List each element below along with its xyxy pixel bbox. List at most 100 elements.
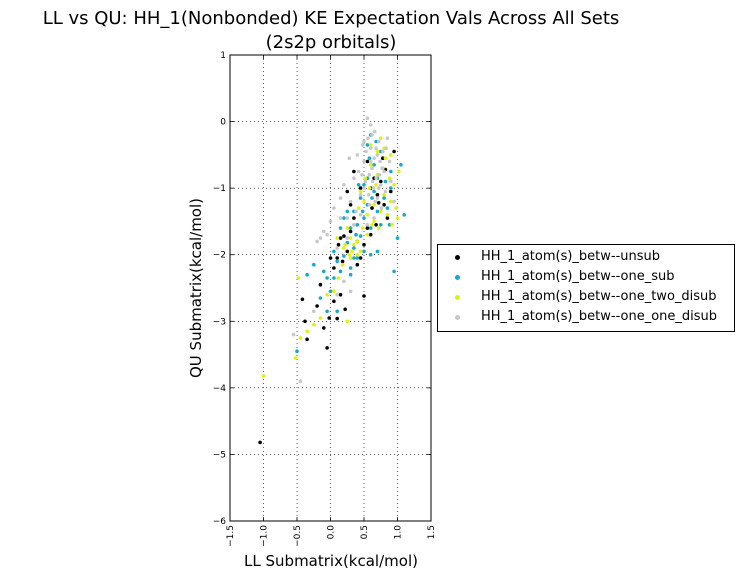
data-point-series-4 — [318, 236, 323, 240]
data-point-series-4 — [328, 219, 333, 224]
data-point-series-2 — [355, 223, 360, 227]
y-tick-label: −1 — [213, 184, 226, 194]
data-point-series-2 — [355, 256, 360, 260]
data-point-series-1 — [343, 307, 348, 312]
data-point-series-4 — [356, 169, 361, 174]
data-point-series-4 — [373, 199, 378, 204]
data-point-series-4 — [375, 153, 380, 157]
data-point-series-1 — [332, 266, 336, 270]
data-point-series-3 — [385, 213, 390, 217]
data-point-series-2 — [368, 226, 373, 230]
data-point-series-4 — [332, 206, 336, 210]
data-point-series-4 — [377, 173, 382, 177]
data-point-series-2 — [332, 276, 336, 280]
data-point-series-1 — [375, 193, 380, 197]
data-point-series-2 — [332, 249, 336, 254]
data-point-series-4 — [374, 146, 378, 150]
data-point-series-3 — [395, 216, 400, 220]
data-point-series-3 — [383, 156, 388, 160]
data-point-series-4 — [376, 186, 381, 190]
data-point-series-3 — [261, 374, 266, 378]
data-point-series-2 — [382, 196, 386, 200]
data-point-series-4 — [365, 116, 370, 120]
data-point-series-4 — [342, 183, 346, 187]
data-point-series-4 — [378, 159, 382, 164]
x-tick-label: −0.5 — [293, 525, 303, 547]
data-point-series-3 — [348, 256, 353, 260]
data-point-series-2 — [358, 234, 363, 238]
data-point-series-2 — [325, 309, 329, 314]
data-point-series-1 — [332, 299, 336, 304]
data-point-series-3 — [382, 193, 386, 197]
data-point-series-2 — [354, 232, 358, 237]
data-point-series-4 — [379, 206, 384, 210]
data-point-series-4 — [374, 176, 378, 180]
data-point-series-2 — [328, 289, 333, 294]
data-point-series-3 — [379, 209, 383, 214]
data-point-series-3 — [332, 289, 336, 294]
data-point-series-2 — [352, 256, 356, 260]
data-point-series-4 — [360, 143, 365, 147]
data-point-series-2 — [367, 156, 372, 160]
y-tick-label: 1 — [220, 51, 226, 61]
data-point-series-4 — [298, 379, 303, 384]
data-point-series-4 — [375, 196, 380, 200]
data-point-series-3 — [312, 322, 316, 327]
data-point-series-1 — [365, 226, 370, 230]
data-point-series-1 — [338, 236, 343, 240]
chart-legend: HH_1_atom(s)_betw--unsub HH_1_atom(s)_bet… — [437, 244, 735, 332]
data-point-series-3 — [305, 329, 309, 334]
legend-marker — [455, 315, 460, 320]
data-point-series-3 — [345, 226, 350, 230]
legend-marker — [455, 255, 460, 260]
data-point-series-1 — [365, 159, 370, 164]
data-point-series-2 — [312, 262, 316, 267]
data-point-series-1 — [392, 149, 396, 154]
x-axis-label: LL Submatrix(kcal/mol) — [244, 552, 418, 570]
data-point-series-3 — [362, 199, 366, 204]
data-point-series-2 — [348, 266, 353, 270]
data-point-series-1 — [348, 229, 353, 234]
data-point-series-4 — [364, 149, 368, 154]
data-point-series-1 — [355, 262, 360, 267]
data-point-series-3 — [343, 242, 348, 247]
data-point-series-1 — [335, 256, 340, 260]
data-point-series-3 — [340, 262, 345, 267]
data-point-series-3 — [365, 213, 370, 217]
y-axis-label: QU Submatrix(kcal/mol) — [187, 197, 205, 379]
data-point-series-3 — [356, 206, 361, 210]
legend-label: HH_1_atom(s)_betw--one_two_disub — [481, 289, 717, 304]
data-point-series-3 — [345, 319, 350, 324]
data-point-series-2 — [295, 349, 299, 354]
data-point-series-2 — [385, 206, 390, 210]
data-point-series-3 — [358, 189, 363, 194]
data-point-series-2 — [395, 236, 400, 240]
data-point-series-4 — [315, 239, 319, 244]
data-point-series-4 — [372, 129, 377, 134]
data-point-series-2 — [372, 163, 376, 167]
data-point-series-3 — [367, 186, 372, 190]
data-point-series-3 — [296, 276, 301, 280]
data-point-series-4 — [342, 279, 346, 284]
data-point-series-4 — [370, 166, 374, 170]
legend-label: HH_1_atom(s)_betw--unsub — [481, 249, 661, 264]
data-point-series-4 — [291, 332, 296, 337]
data-point-series-1 — [368, 232, 373, 237]
data-point-series-2 — [362, 249, 366, 254]
data-point-series-2 — [389, 186, 393, 190]
data-point-series-4 — [376, 139, 381, 144]
data-point-series-4 — [345, 216, 350, 220]
data-point-series-4 — [362, 186, 366, 190]
data-point-series-3 — [397, 169, 401, 174]
data-point-series-2 — [402, 213, 407, 217]
chart-title: LL vs QU: HH_1(Nonbonded) KE Expectation… — [42, 8, 620, 29]
data-point-series-4 — [368, 123, 373, 127]
data-point-series-1 — [338, 292, 343, 297]
data-point-series-3 — [347, 252, 352, 257]
data-point-series-3 — [325, 292, 329, 297]
data-point-series-3 — [358, 249, 363, 254]
data-point-series-1 — [345, 189, 350, 194]
data-point-series-1 — [315, 304, 319, 308]
data-point-series-3 — [363, 176, 368, 180]
data-point-series-1 — [374, 223, 378, 227]
